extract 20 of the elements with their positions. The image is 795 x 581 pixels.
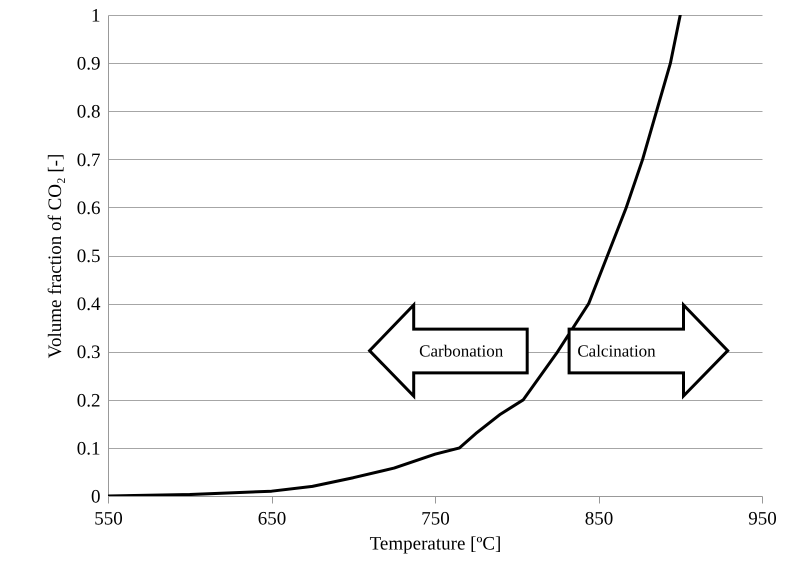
y-tick-label: 0.9 bbox=[76, 54, 100, 75]
annotation: Carbonation bbox=[419, 342, 504, 361]
y-tick-label: 1 bbox=[91, 6, 100, 26]
y-tick-label: 0.7 bbox=[76, 150, 100, 171]
y-tick-label: 0.6 bbox=[76, 198, 100, 219]
y-tick-label: 0.1 bbox=[76, 438, 100, 460]
y-tick-label: 0.3 bbox=[76, 342, 100, 364]
y-tick-label: 0.2 bbox=[76, 390, 100, 412]
x-axis-title: Temperature [ºC] bbox=[370, 534, 502, 554]
y-tick-label: 0.8 bbox=[76, 102, 100, 123]
x-tick-label: 950 bbox=[748, 508, 777, 530]
annotation: Calcination bbox=[577, 342, 656, 361]
y-tick-label: 0.5 bbox=[76, 246, 100, 267]
y-axis-title: Volume fraction of CO₂ [-] bbox=[44, 154, 66, 358]
x-tick-label: 750 bbox=[421, 508, 450, 530]
y-tick-label: 0.4 bbox=[76, 294, 101, 316]
x-tick-label: 550 bbox=[94, 508, 123, 530]
y-tick-label: 0 bbox=[91, 486, 100, 508]
x-tick-label: 650 bbox=[258, 508, 286, 530]
x-tick-label: 850 bbox=[584, 508, 614, 530]
